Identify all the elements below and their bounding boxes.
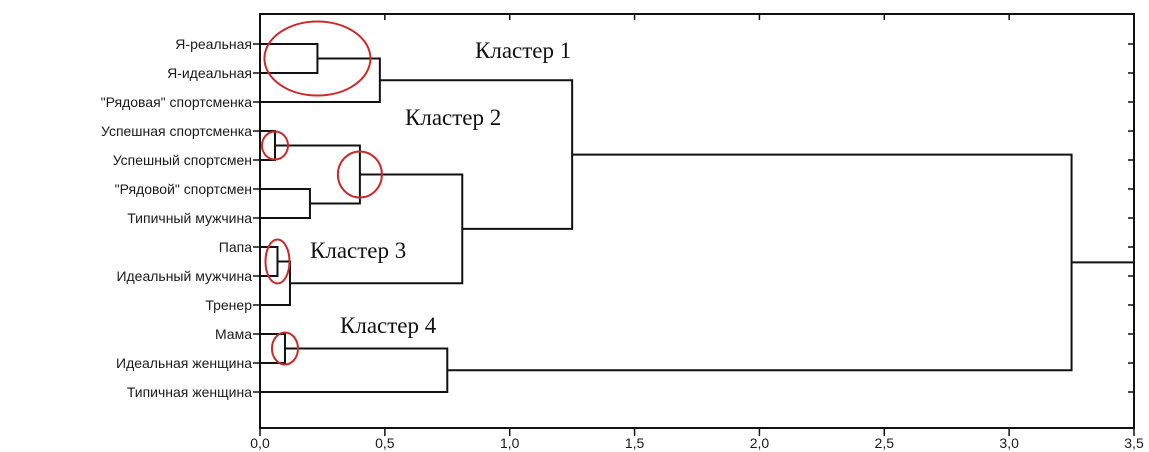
leaf-label: Идеальный мужчина (116, 268, 252, 284)
x-tick-label: 0,5 (375, 435, 395, 451)
x-tick-label: 3,5 (1124, 435, 1144, 451)
leaf-label: Типичная женщина (127, 384, 252, 400)
leaf-label: Мама (215, 326, 252, 342)
dendrogram-link-m4 (260, 188, 311, 219)
highlight-circle-m10 (270, 331, 299, 366)
cluster-label-4: Кластер 4 (340, 313, 437, 338)
dendrogram-link-m10 (260, 333, 286, 364)
leaf-label: Тренер (205, 297, 252, 313)
leaf-ticks (253, 43, 1134, 393)
leaf-label: Успешная спортсменка (101, 123, 252, 139)
leaf-label: Папа (219, 239, 252, 255)
cluster-label-1: Кластер 1 (475, 38, 571, 63)
cluster-label-3: Кластер 3 (310, 238, 406, 263)
highlight-circle-m6 (264, 238, 291, 285)
dendrogram-links (260, 43, 1134, 393)
x-tick-label: 2,0 (750, 435, 770, 451)
highlight-circle-m1 (263, 20, 372, 97)
x-tick-label: 1,0 (500, 435, 520, 451)
cluster-label-2: Кластер 2 (405, 105, 501, 130)
dendrogram-link-m11 (260, 347, 449, 393)
leaf-label: Я-идеальная (167, 65, 252, 81)
x-axis-tick-labels: 0,0 0,5 1,0 1,5 2,0 2,5 3,0 3,5 (250, 435, 1144, 451)
leaf-label: "Рядовой" спортсмен (115, 181, 252, 197)
highlight-circle-m5 (336, 150, 383, 199)
dendrogram-link-m1 (260, 43, 319, 74)
leaf-label: Я-реальная (175, 36, 252, 52)
dendrogram-link-m12 (447, 153, 1073, 372)
dendrogram-link-m6 (260, 246, 279, 277)
leaf-label: Успешный спортсмен (113, 152, 252, 168)
x-tick-label: 1,5 (625, 435, 645, 451)
x-tick-label: 0,0 (250, 435, 270, 451)
dendrogram-link-m9 (379, 79, 574, 230)
x-axis-ticks (259, 14, 1135, 436)
leaf-label: Типичный мужчина (127, 210, 252, 226)
leaf-label: "Рядовая" спортсменка (101, 94, 253, 110)
x-tick-label: 3,0 (999, 435, 1019, 451)
leaf-label: Идеальная женщина (116, 355, 252, 371)
x-tick-label: 2,5 (875, 435, 895, 451)
leaf-labels: Я-реальная Я-идеальная "Рядовая" спортсмен… (101, 36, 253, 400)
highlight-circle-m3 (260, 130, 289, 161)
plot-frame (259, 13, 1135, 429)
cluster-highlight-circles (260, 20, 383, 366)
dendrogram-link-m5 (274, 144, 361, 205)
